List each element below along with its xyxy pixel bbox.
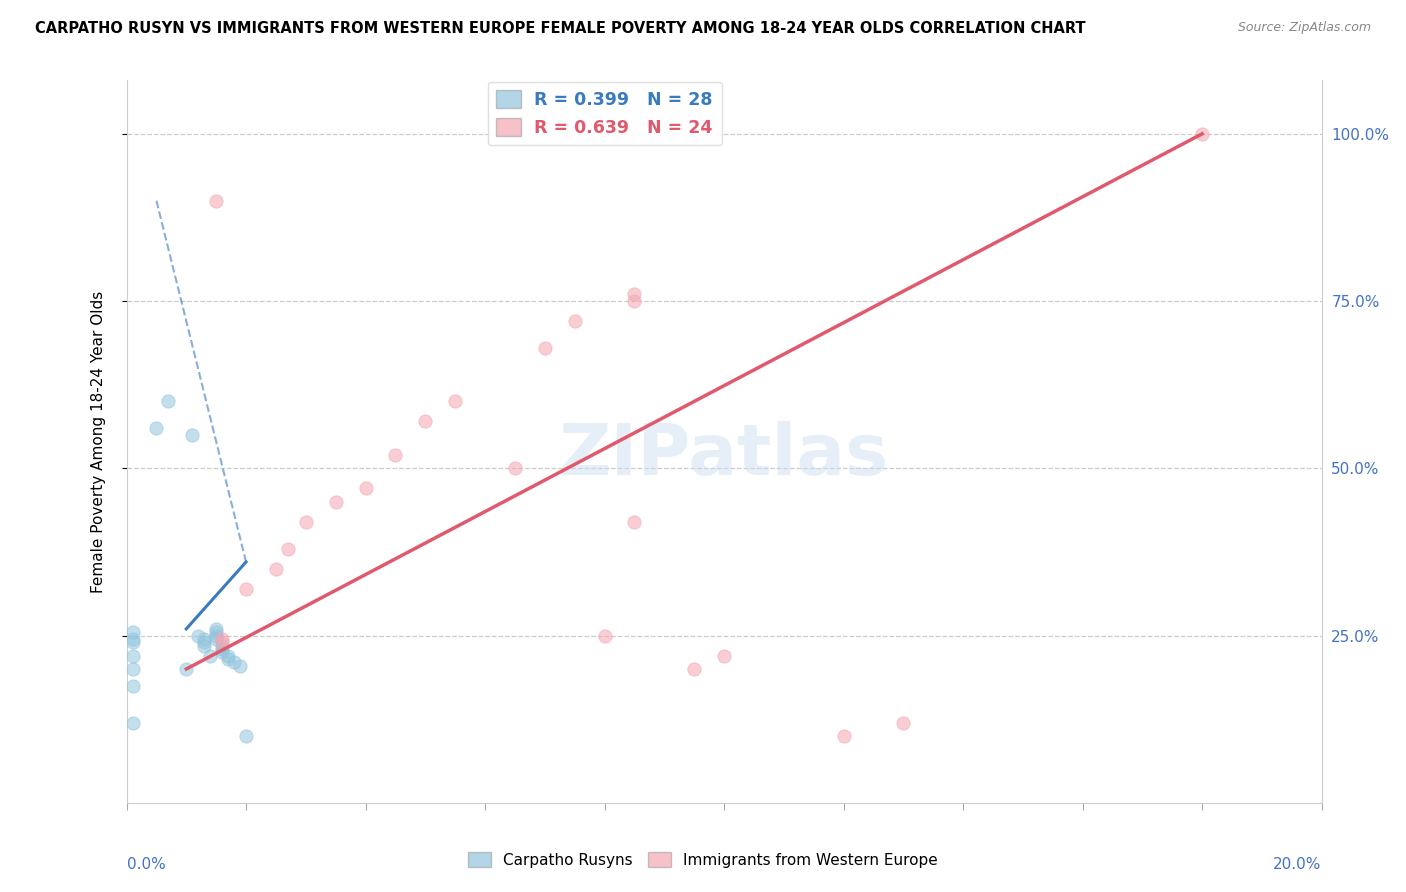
Legend: Carpatho Rusyns, Immigrants from Western Europe: Carpatho Rusyns, Immigrants from Western… <box>463 846 943 873</box>
Point <box>121 662 143 676</box>
Point <box>121 679 143 693</box>
Point <box>211 642 233 657</box>
Point <box>564 314 586 328</box>
Point <box>683 662 706 676</box>
Point <box>193 635 215 649</box>
Point <box>623 515 645 529</box>
Point <box>217 648 239 663</box>
Point <box>181 427 204 442</box>
Point <box>211 639 233 653</box>
Point <box>205 622 228 636</box>
Text: 20.0%: 20.0% <box>1274 857 1322 872</box>
Point <box>121 625 143 640</box>
Point <box>187 628 209 642</box>
Point <box>121 632 143 646</box>
Point <box>354 482 377 496</box>
Point <box>157 394 180 409</box>
Point <box>193 632 215 646</box>
Point <box>277 541 299 556</box>
Point <box>444 394 467 409</box>
Text: 0.0%: 0.0% <box>127 857 166 872</box>
Point <box>264 562 287 576</box>
Point <box>200 648 222 663</box>
Point <box>121 715 143 730</box>
Text: CARPATHO RUSYN VS IMMIGRANTS FROM WESTERN EUROPE FEMALE POVERTY AMONG 18-24 YEAR: CARPATHO RUSYN VS IMMIGRANTS FROM WESTER… <box>35 21 1085 36</box>
Point <box>222 655 246 669</box>
Legend: R = 0.399   N = 28, R = 0.639   N = 24: R = 0.399 N = 28, R = 0.639 N = 24 <box>488 82 721 145</box>
Point <box>229 658 252 673</box>
Point <box>893 715 915 730</box>
Point <box>205 628 228 642</box>
Point <box>534 341 557 355</box>
Point <box>211 632 233 646</box>
Point <box>593 628 616 642</box>
Point <box>235 582 257 596</box>
Point <box>121 635 143 649</box>
Point <box>193 639 215 653</box>
Point <box>325 494 347 508</box>
Point <box>121 648 143 663</box>
Point <box>145 421 167 435</box>
Point <box>294 515 316 529</box>
Text: ZIPatlas: ZIPatlas <box>560 422 889 491</box>
Point <box>623 287 645 301</box>
Point <box>205 625 228 640</box>
Point <box>1191 127 1213 141</box>
Point <box>384 448 406 462</box>
Point <box>415 414 437 429</box>
Point <box>174 662 197 676</box>
Point <box>832 729 855 743</box>
Y-axis label: Female Poverty Among 18-24 Year Olds: Female Poverty Among 18-24 Year Olds <box>91 291 105 592</box>
Point <box>211 635 233 649</box>
Point <box>713 648 735 663</box>
Point <box>205 632 228 646</box>
Point <box>205 194 228 208</box>
Point <box>235 729 257 743</box>
Point <box>217 652 239 666</box>
Point <box>623 294 645 309</box>
Text: Source: ZipAtlas.com: Source: ZipAtlas.com <box>1237 21 1371 34</box>
Point <box>211 645 233 659</box>
Point <box>503 461 526 475</box>
